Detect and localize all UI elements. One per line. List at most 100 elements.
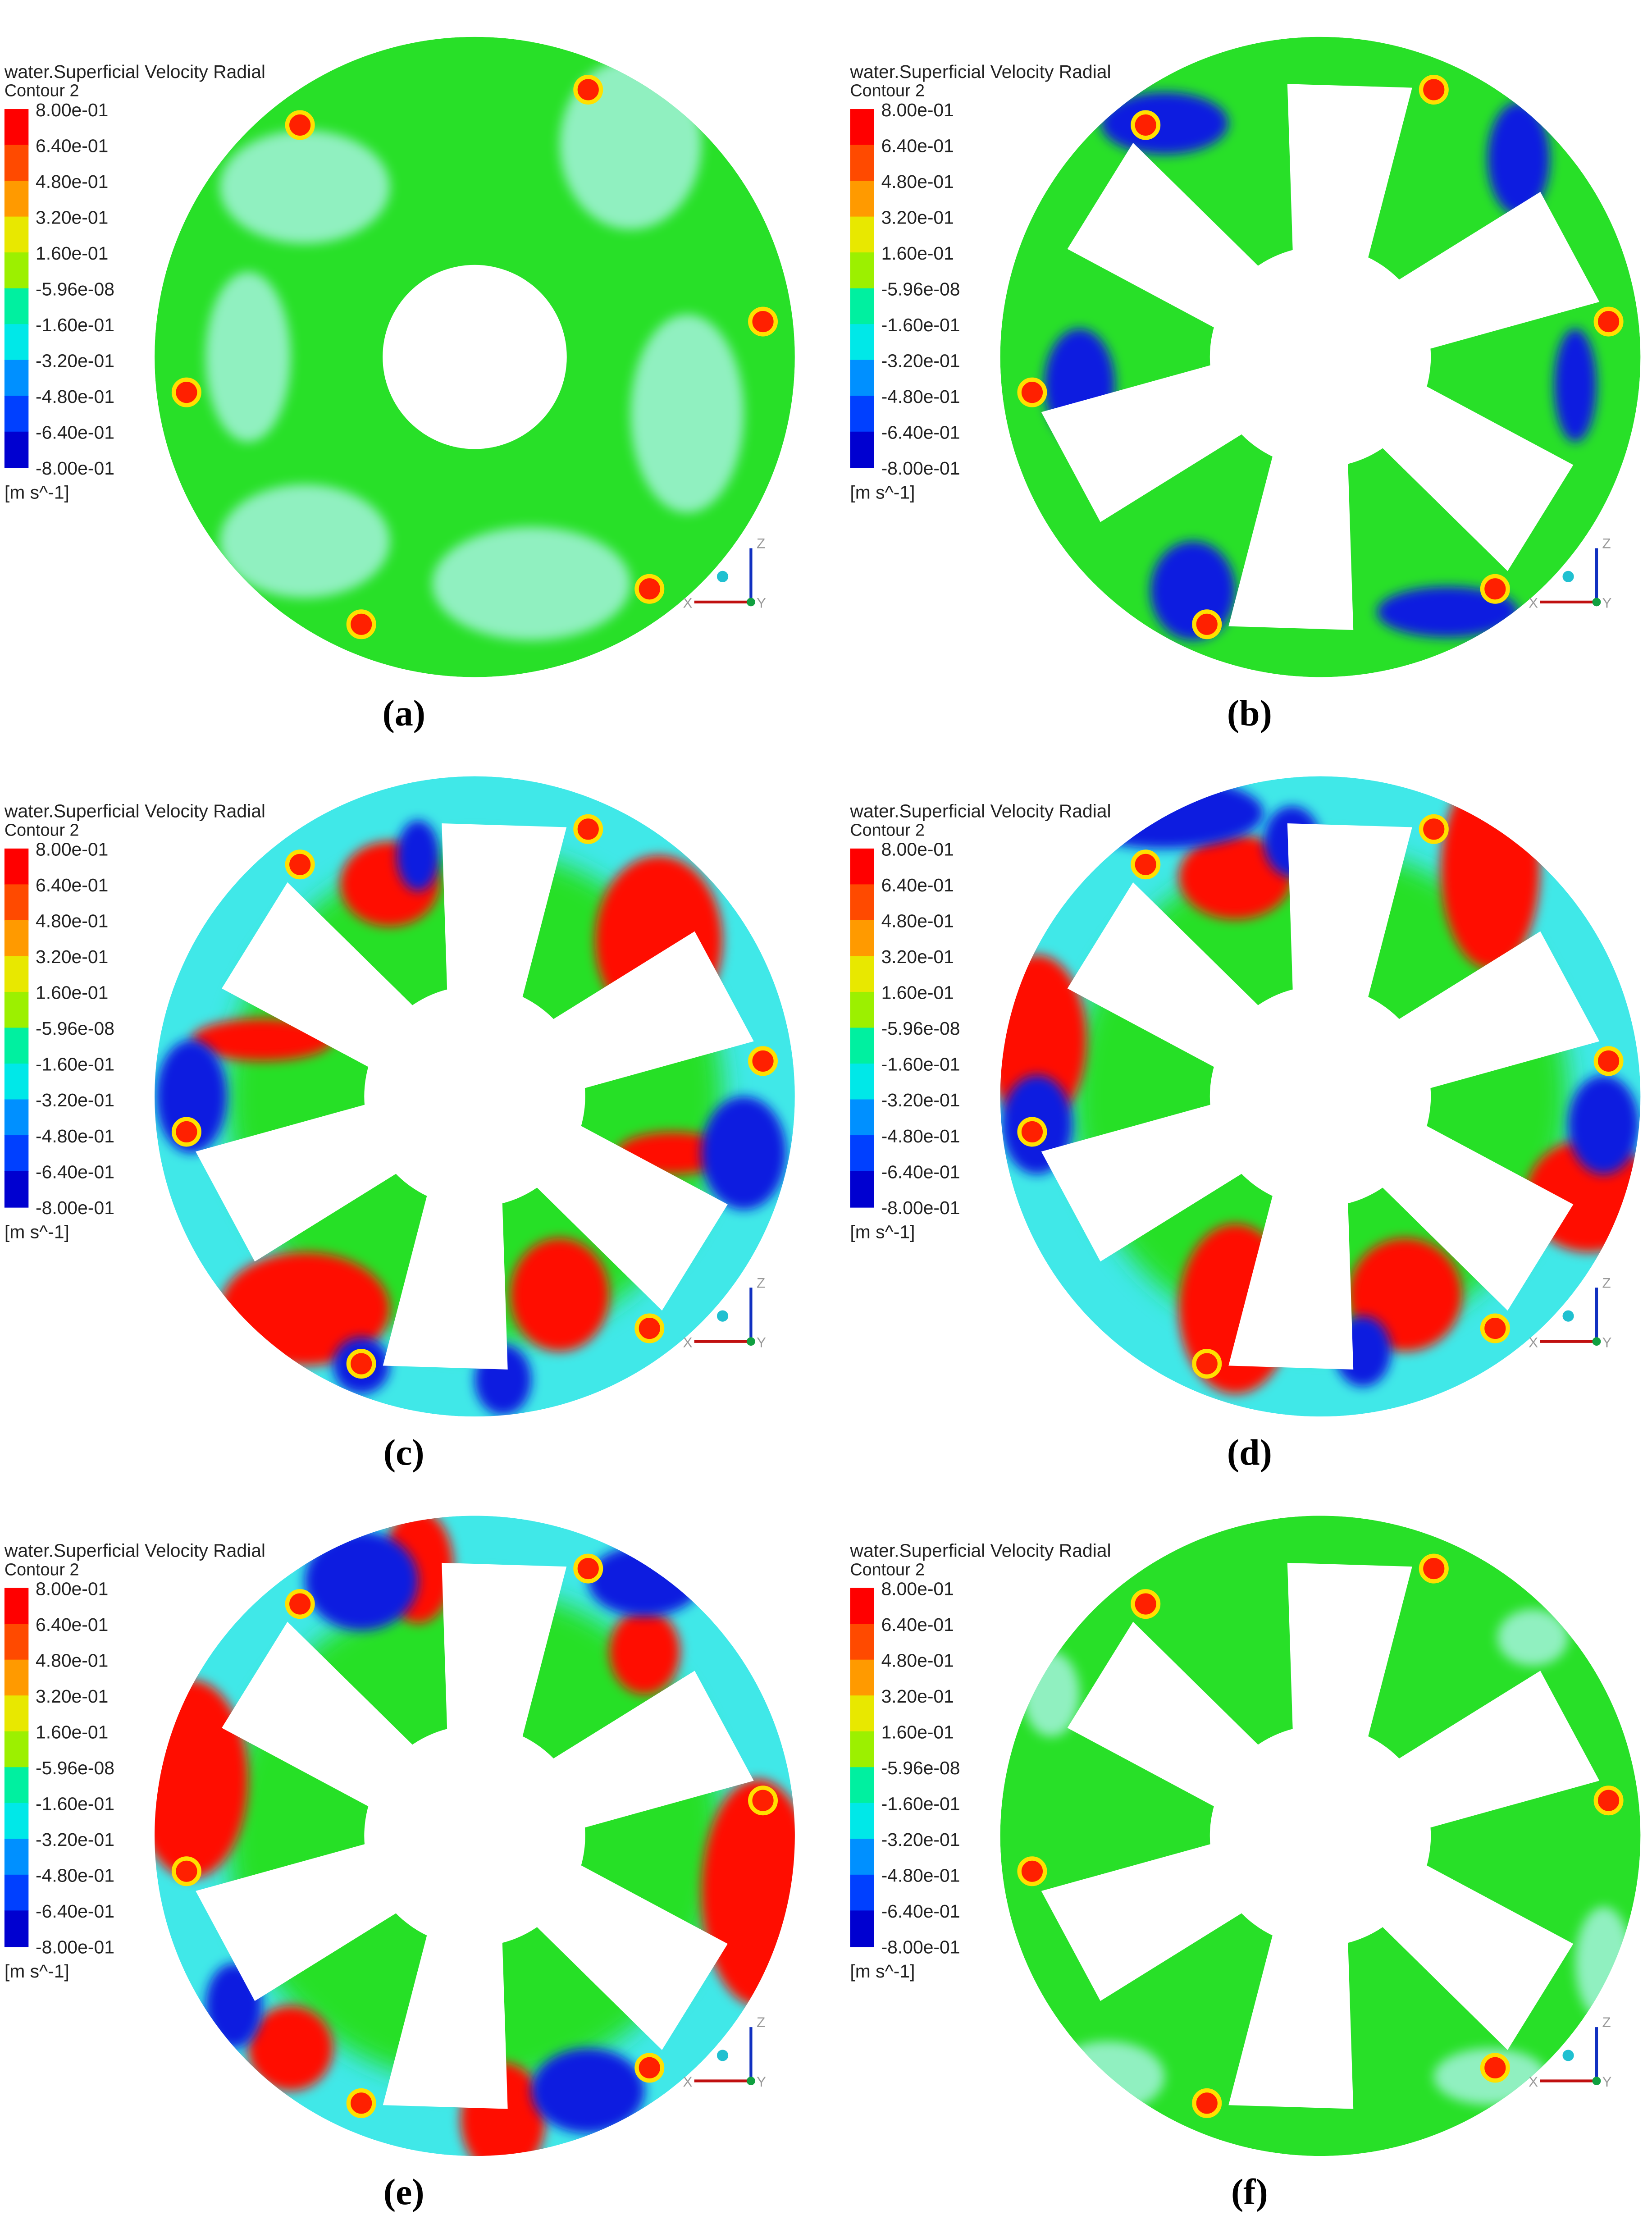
blade (1067, 882, 1292, 1090)
blade (503, 1843, 728, 2050)
contour-blob (531, 2048, 645, 2133)
tip-spot (1017, 1117, 1047, 1147)
axis-label: X (683, 595, 693, 611)
legend-band (850, 288, 874, 325)
legend-label: 4.80e-01 (36, 1650, 108, 1671)
legend-band (4, 1063, 29, 1101)
tip-spot (1419, 1553, 1449, 1584)
legend-subtitle: Contour 2 (5, 81, 79, 100)
legend-band (850, 1028, 874, 1064)
legend-subtitle: Contour 2 (850, 1560, 925, 1579)
contour-blob (432, 527, 631, 640)
legend-band (4, 1659, 29, 1696)
legend-title: water.Superficial Velocity Radial (4, 801, 265, 822)
blade (222, 1621, 447, 1829)
legend-label: -3.20e-01 (36, 1090, 114, 1110)
legend-label: 8.00e-01 (36, 100, 108, 120)
legend-label: -1.60e-01 (881, 1054, 960, 1075)
view-dot (716, 2050, 729, 2061)
legend-label: -8.00e-01 (881, 1937, 960, 1958)
blade (513, 931, 754, 1101)
legend-band (4, 431, 29, 468)
legend-band (4, 920, 29, 957)
legend-label: 8.00e-01 (36, 839, 108, 860)
legend-label: -6.40e-01 (36, 422, 114, 443)
legend-band (4, 1099, 29, 1136)
legend-band (4, 1135, 29, 1172)
blade (383, 1889, 508, 2109)
contour-blob (248, 2005, 333, 2091)
tip-spot (171, 1856, 201, 1886)
contour-blob (630, 314, 744, 513)
axis-y (1592, 2077, 1601, 2085)
blade (1067, 142, 1292, 350)
legend-band (4, 1731, 29, 1768)
legend-label: 3.20e-01 (881, 1686, 954, 1707)
blade (1228, 1150, 1354, 1370)
legend-band (4, 181, 29, 218)
tip-spot (285, 1589, 315, 1619)
blade (1287, 823, 1412, 1043)
legend-band (850, 1803, 874, 1840)
contour-blob (1568, 1075, 1639, 1174)
legend-title: water.Superficial Velocity Radial (849, 1540, 1111, 1561)
legend-band (4, 360, 29, 397)
axis-label: Y (757, 2074, 766, 2090)
axis-y (1592, 598, 1601, 607)
blade (196, 1092, 437, 1262)
blade (222, 882, 447, 1090)
legend-band (4, 216, 29, 253)
legend-label: -8.00e-01 (36, 458, 114, 479)
legend-band (850, 1874, 874, 1911)
legend-label: 3.20e-01 (36, 1686, 108, 1707)
legend-label: 6.40e-01 (881, 1614, 954, 1635)
legend-label: 8.00e-01 (881, 1578, 954, 1599)
tip-spot (346, 609, 376, 639)
axis-label: X (683, 1334, 693, 1350)
legend-band (850, 1659, 874, 1696)
axis-label: Y (1602, 2074, 1612, 2090)
blade (503, 1103, 728, 1311)
panel: water.Superficial Velocity RadialContour… (4, 776, 795, 1473)
axis-label: Y (757, 595, 766, 611)
legend-subtitle: Contour 2 (5, 1560, 79, 1579)
blade (1349, 364, 1574, 571)
legend-band (850, 1767, 874, 1804)
legend-label: -8.00e-01 (881, 1197, 960, 1218)
legend-band (850, 109, 874, 146)
contour-blob (1178, 834, 1292, 920)
tip-spot (748, 1786, 778, 1816)
view-dot (1562, 571, 1574, 582)
view-dot (1562, 2050, 1574, 2061)
blade (513, 1671, 754, 1840)
tip-spot (285, 849, 315, 880)
legend-band (4, 1695, 29, 1732)
axis-y (746, 2077, 755, 2085)
tip-spot (346, 2088, 376, 2118)
legend-band (850, 360, 874, 397)
contour-blob (191, 1018, 333, 1061)
legend-label: -8.00e-01 (881, 458, 960, 479)
legend-band (850, 1731, 874, 1768)
panel: water.Superficial Velocity RadialContour… (849, 1516, 1641, 2212)
axis-label: Z (1602, 2014, 1611, 2030)
legend-label: 3.20e-01 (36, 207, 108, 228)
contour-blob (397, 820, 439, 891)
contour-blob (1100, 92, 1228, 155)
axis-label: Z (757, 535, 765, 551)
legend-unit: [m s^-1] (5, 482, 69, 502)
blade (1228, 411, 1354, 630)
blade (1041, 352, 1282, 522)
contour-blob (1554, 329, 1597, 442)
legend-band (850, 324, 874, 361)
legend-label: 8.00e-01 (881, 839, 954, 860)
legend-label: -3.20e-01 (881, 1090, 960, 1110)
contour-blob (155, 1680, 248, 1879)
axis-label: Y (1602, 1334, 1612, 1350)
legend-label: -5.96e-08 (881, 1758, 960, 1778)
blade (1041, 1831, 1282, 2001)
axis-y (746, 1337, 755, 1346)
legend-band (850, 1624, 874, 1661)
